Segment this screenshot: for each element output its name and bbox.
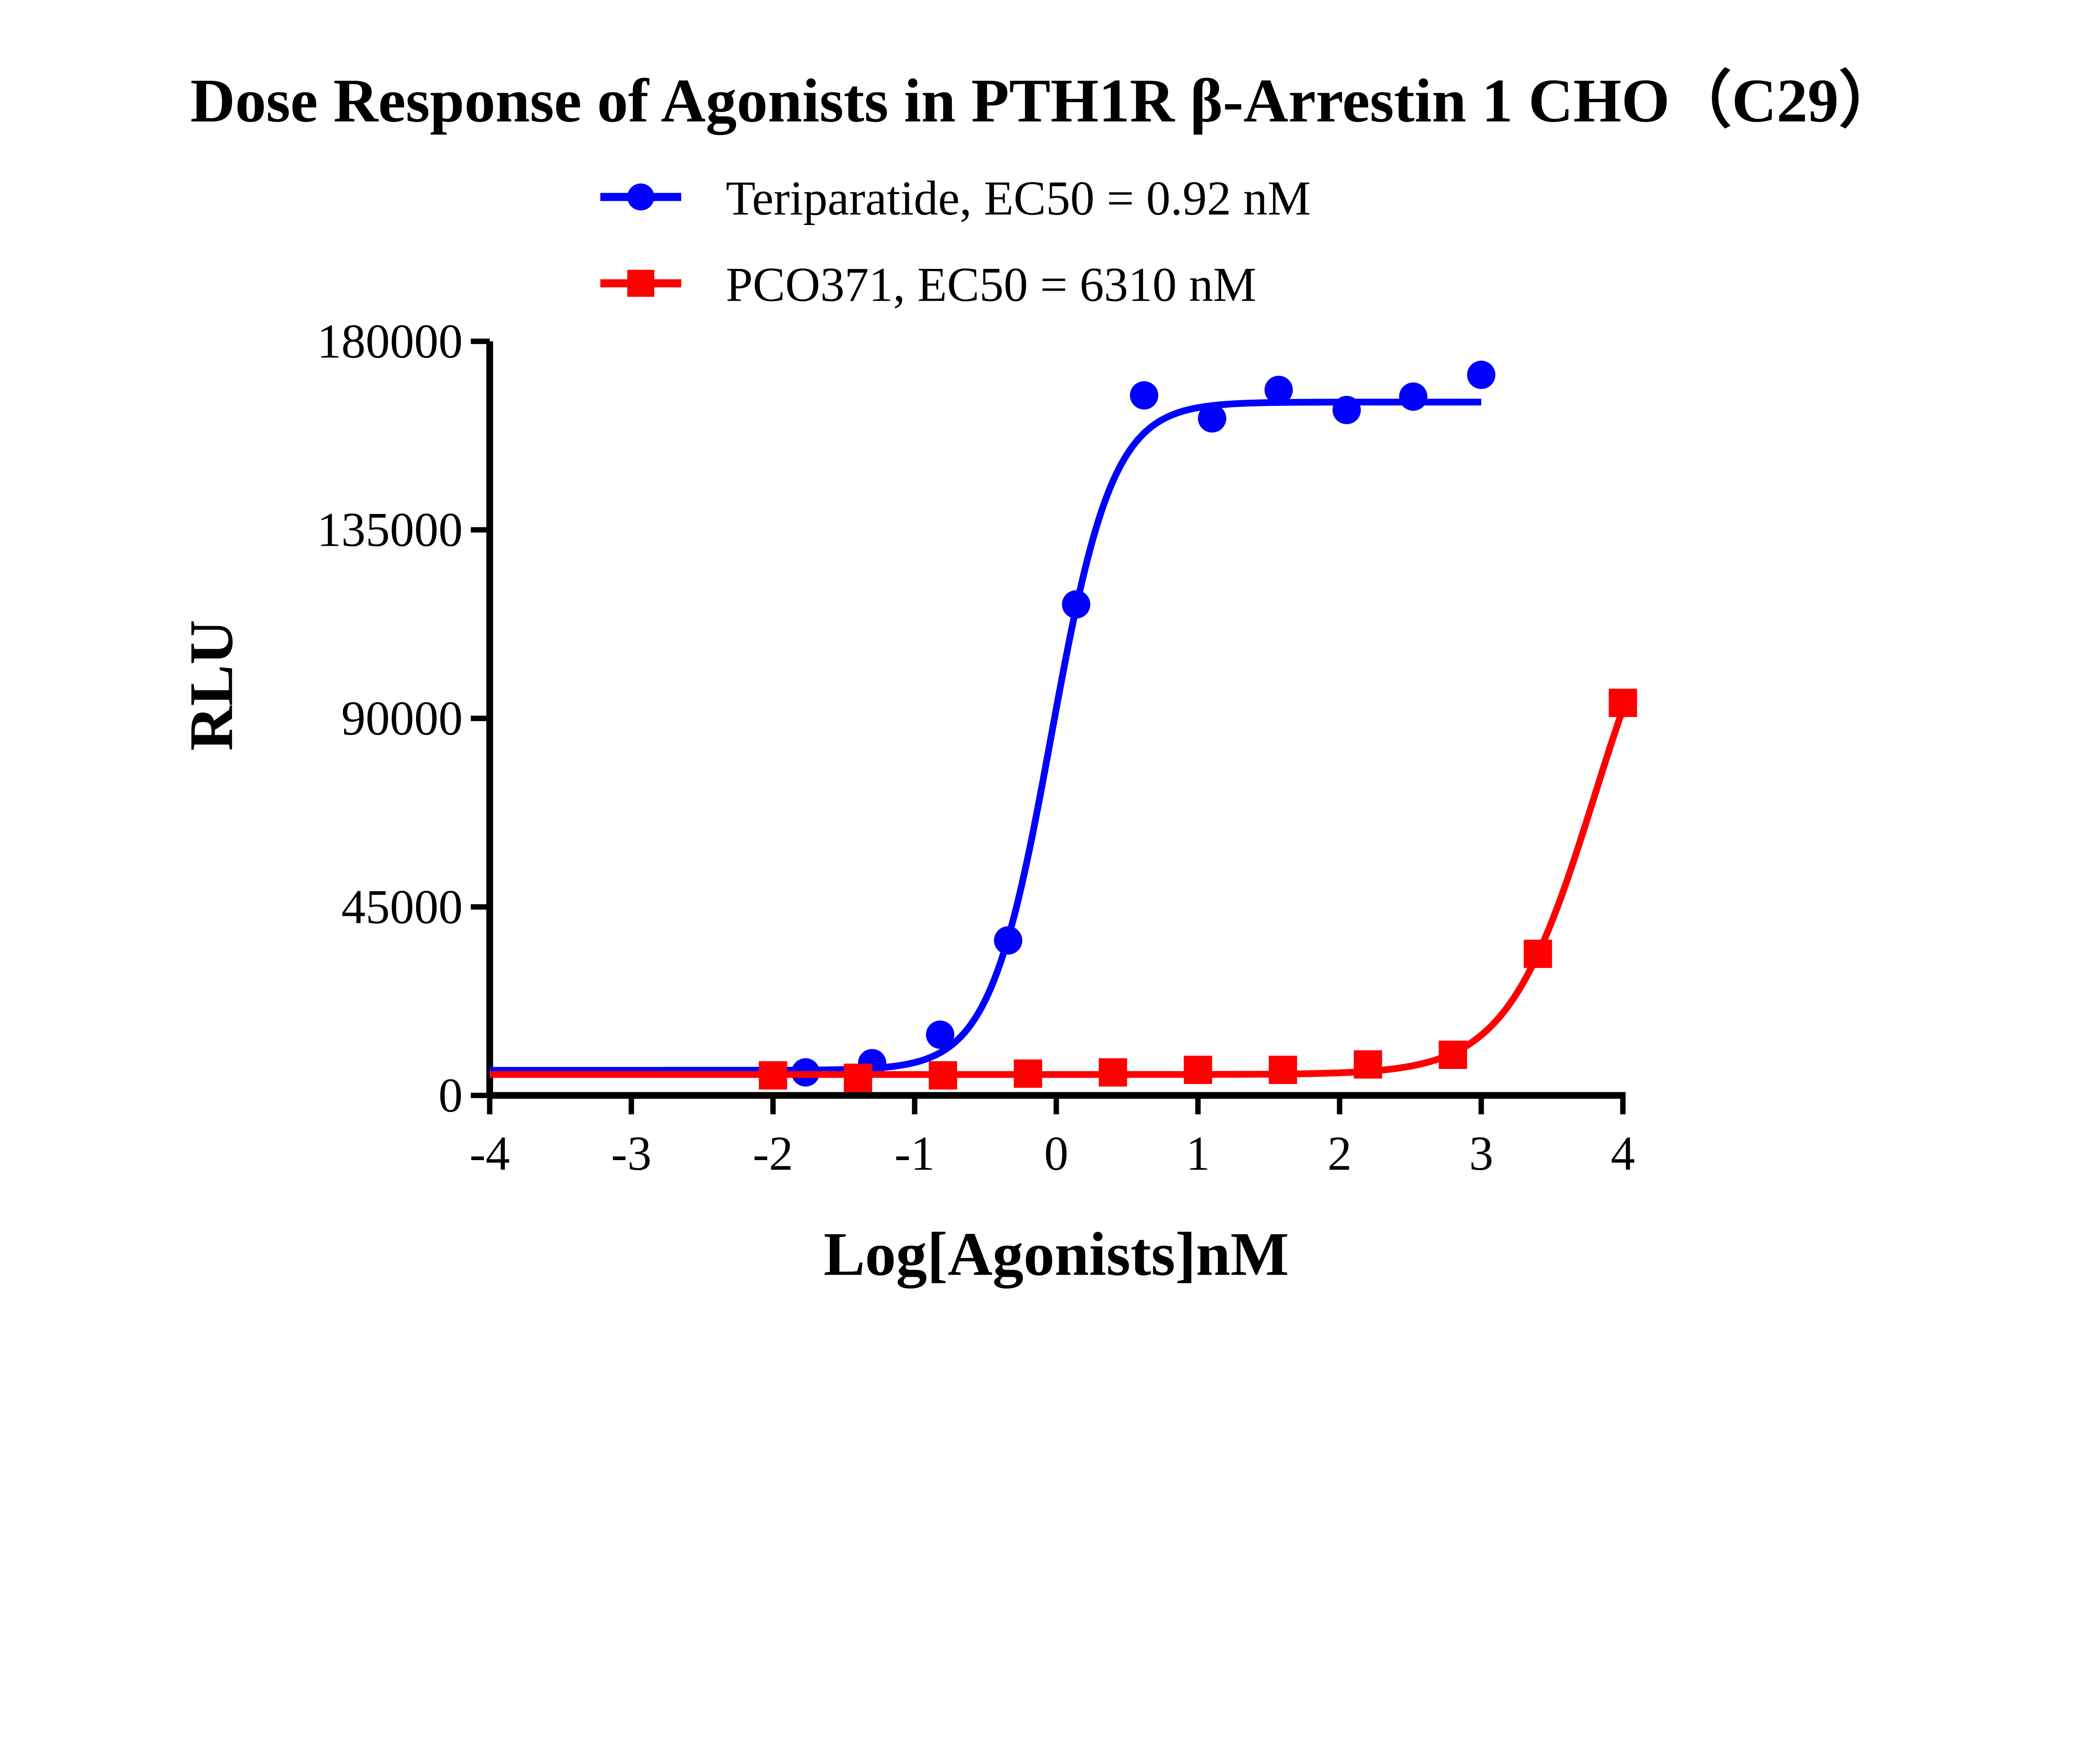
data-point-pco371 [1014,1059,1042,1088]
x-tick-label: -1 [895,1127,935,1181]
data-point-pco371 [928,1061,957,1090]
data-point-pco371 [1099,1058,1127,1087]
data-point-teriparatide [1130,381,1158,410]
plot-area [489,360,1637,1092]
data-point-pco371 [1608,688,1637,717]
data-point-teriparatide [926,1020,954,1049]
data-point-teriparatide [1399,382,1428,411]
data-point-teriparatide [1332,396,1361,424]
legend: Teriparatide, EC50 = 0.92 nM PCO371, EC5… [600,172,1311,312]
x-tick-label: -3 [611,1127,652,1181]
data-point-teriparatide [1198,404,1227,433]
x-tick-label: -2 [753,1127,793,1181]
x-tick-label: 2 [1327,1127,1352,1181]
dose-response-chart: Dose Response of Agonists in PTH1R β-Arr… [177,66,1901,1288]
data-point-teriparatide [1264,376,1293,404]
x-tick-label: 3 [1469,1127,1493,1181]
legend-marker-circle-icon [627,183,654,211]
x-tick-label: -4 [470,1127,510,1181]
x-tick-label: 0 [1044,1127,1069,1181]
legend-item-teriparatide: Teriparatide, EC50 = 0.92 nM [600,172,1311,225]
y-tick-label: 135000 [317,504,463,557]
data-point-pco371 [844,1064,872,1092]
fit-curve-pco371 [489,708,1626,1078]
y-tick-label: 0 [438,1069,463,1122]
y-tick-label: 45000 [341,880,463,934]
y-axis-title: RLU [177,620,246,751]
data-point-teriparatide [1467,360,1495,389]
data-point-pco371 [1439,1041,1467,1069]
data-point-pco371 [1268,1056,1297,1084]
legend-label-teriparatide: Teriparatide, EC50 = 0.92 nM [726,172,1311,225]
y-tick-label: 180000 [317,315,463,368]
fit-curve-teriparatide [489,399,1481,1074]
legend-item-pco371: PCO371, EC50 = 6310 nM [600,258,1256,312]
axes: -4 -3 -2 -1 0 1 2 3 4 0 45000 90000 135000 180000 [317,315,1635,1181]
data-point-teriparatide [1062,590,1091,619]
x-tick-label: 1 [1186,1127,1210,1181]
x-tick-label: 4 [1611,1127,1635,1181]
data-point-pco371 [1184,1056,1212,1084]
data-point-pco371 [1354,1050,1382,1079]
data-point-pco371 [759,1061,787,1090]
legend-label-pco371: PCO371, EC50 = 6310 nM [726,258,1256,312]
data-point-pco371 [1524,939,1552,968]
y-tick-label: 90000 [341,692,463,745]
data-point-teriparatide [994,926,1022,955]
x-axis-title: Log[Agonists]nM [823,1220,1289,1288]
chart-title: Dose Response of Agonists in PTH1R β-Arr… [190,66,1901,135]
legend-marker-square-icon [627,270,654,297]
